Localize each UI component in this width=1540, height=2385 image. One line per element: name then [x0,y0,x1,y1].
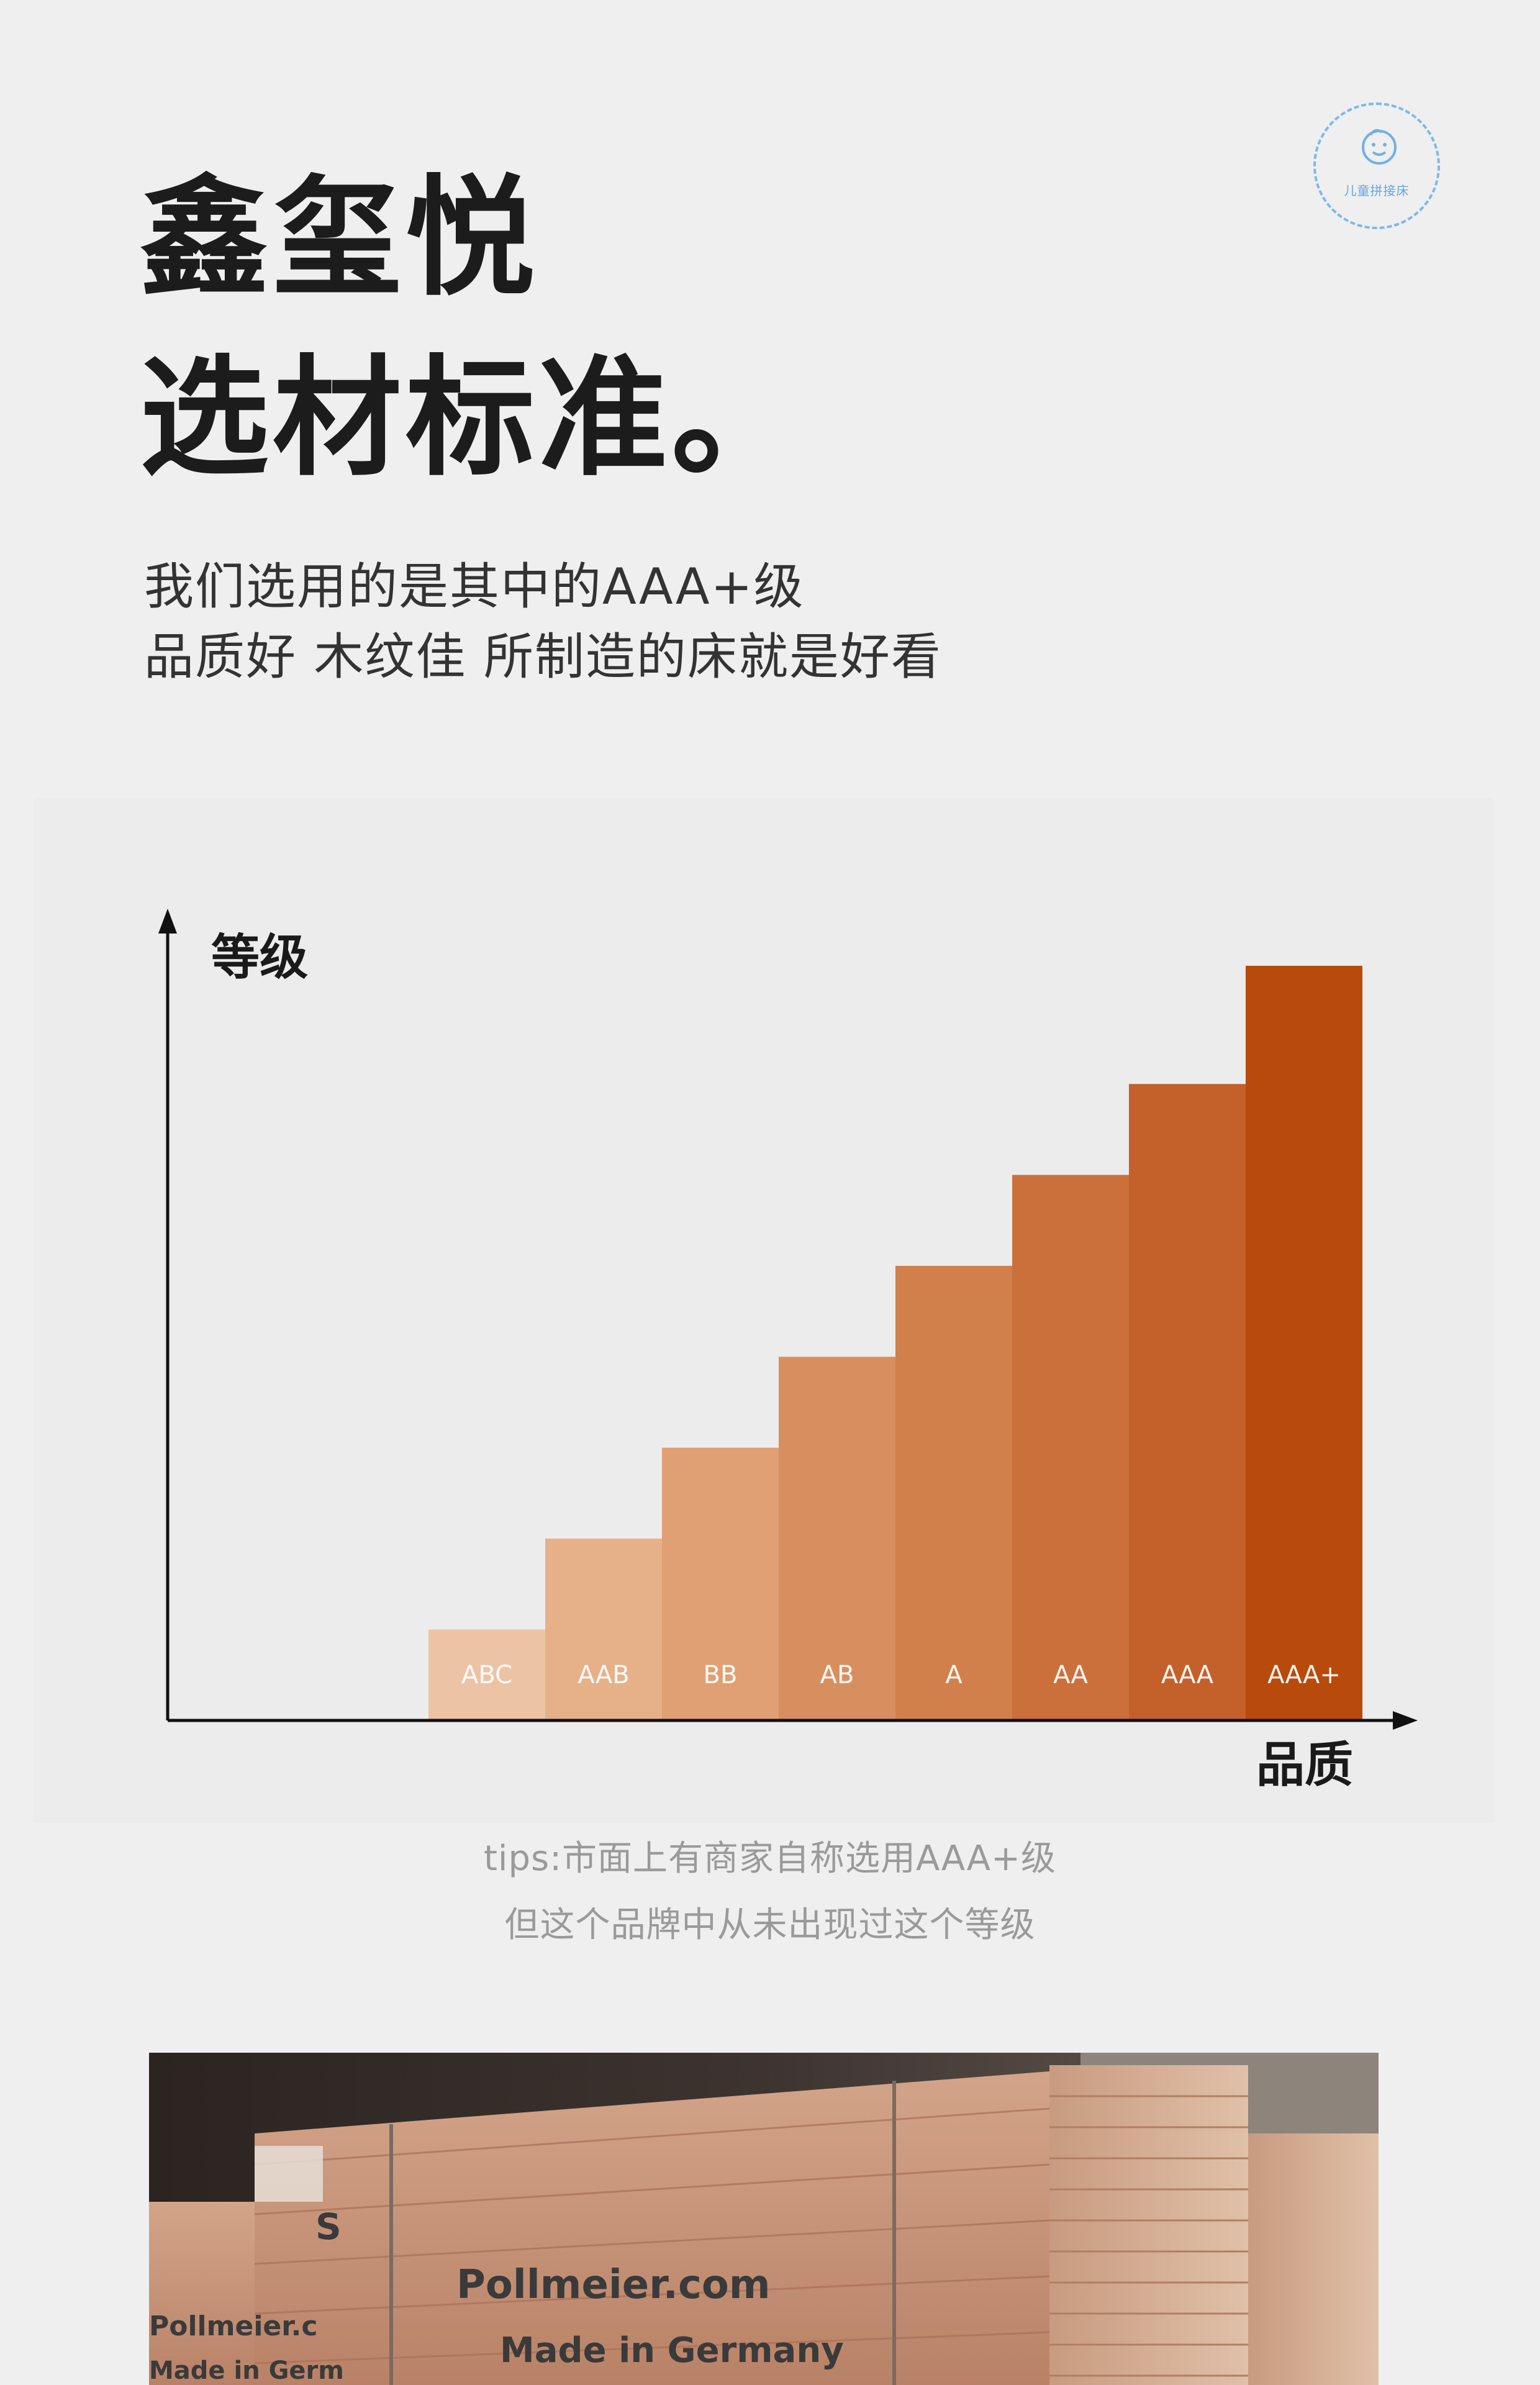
bar-aaa-plus [1246,966,1362,1720]
bar-label: AAA+ [1267,1661,1341,1689]
x-axis-label: 品质 [1256,1737,1353,1793]
bar-label: BB [704,1661,738,1689]
section-title: 选材标准。 [140,343,804,494]
y-axis-arrow [158,909,177,934]
stamp-made: Made in Germany [500,2330,844,2371]
stamp-brand-left: Pollmeier.c [149,2310,317,2342]
grade-chart: ABC AAB BB AB A AA AAA AAA+ 等级 品质 [158,909,1418,1793]
badge-label: 儿童拼接床 [1344,183,1410,198]
bar-bb [662,1447,779,1720]
bar-aa [1012,1174,1129,1720]
bar-label: AAB [578,1661,629,1689]
bar-abc [428,1629,545,1720]
y-axis-label: 等级 [211,930,308,986]
x-axis-arrow [1393,1711,1418,1730]
stamp-letter: S [315,2206,342,2248]
bar-ab [779,1356,895,1720]
lumber-photo: S Pollmeier.com Made in Germany Pollmeie… [149,2053,1379,2385]
subtitle-line-2: 品质好 木纹佳 所制造的床就是好看 [144,628,942,686]
bar-a [895,1266,1012,1720]
tip-line-1: tips:市面上有商家自称选用AAA+级 [483,1838,1057,1879]
brand-badge: 儿童拼接床 [1313,102,1440,229]
subtitle-line-1: 我们选用的是其中的AAA+级 [144,558,805,616]
bar-labels-group: ABC AAB BB AB A AA AAA AAA+ [461,1661,1341,1689]
bar-label: ABC [461,1661,512,1689]
bar-aaa [1129,1084,1246,1720]
stamp-brand: Pollmeier.com [456,2262,771,2308]
grade-chart-panel: ABC AAB BB AB A AA AAA AAA+ 等级 品质 [34,798,1493,1823]
stamp-made-left: Made in Germ [149,2356,344,2385]
bar-label: AA [1053,1661,1088,1689]
bar-label: AAA [1161,1661,1214,1689]
bars-group [428,966,1362,1720]
bar-label: AB [820,1661,854,1689]
bar-aab [545,1538,662,1720]
tip-line-2: 但这个品牌中从未出现过这个等级 [504,1905,1036,1945]
brand-title: 鑫玺悦 [140,163,538,314]
bar-label: A [945,1661,962,1689]
baby-face-icon [1362,129,1397,165]
